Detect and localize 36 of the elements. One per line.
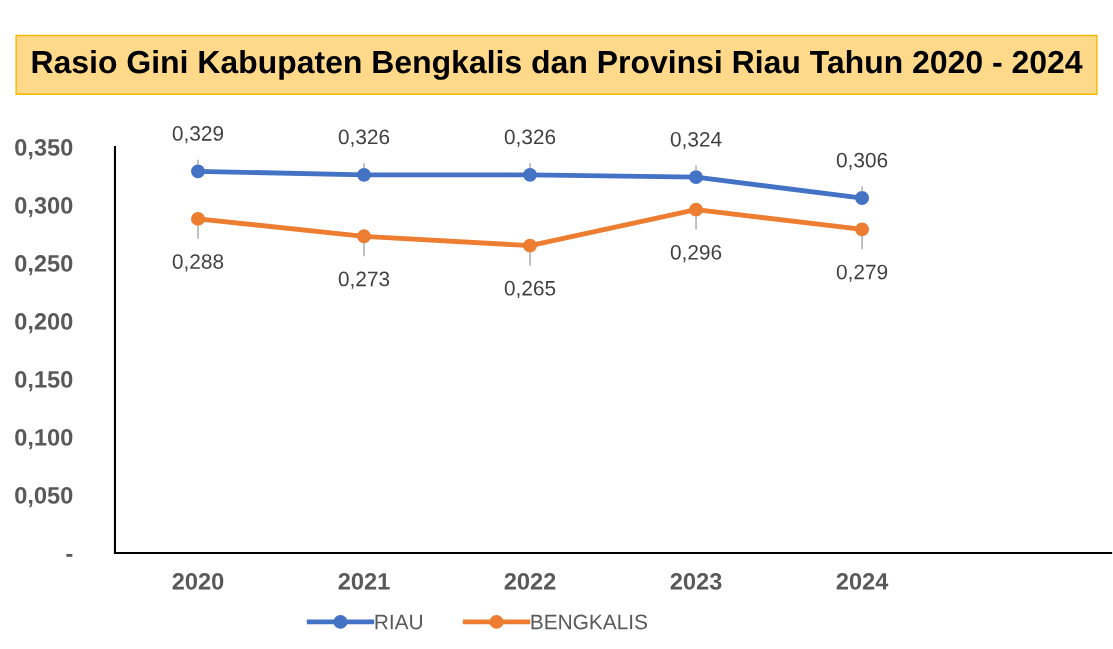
y-tick-label: 0,150 bbox=[15, 371, 73, 392]
data-label: 0,273 bbox=[338, 271, 390, 289]
data-label: 0,306 bbox=[836, 152, 888, 170]
point bbox=[689, 202, 703, 217]
point bbox=[523, 167, 537, 182]
y-tick-label: - bbox=[66, 553, 73, 557]
point bbox=[191, 164, 205, 179]
point bbox=[689, 170, 703, 185]
x-tick-label: 2024 bbox=[836, 573, 889, 590]
y-tick-label: 0,250 bbox=[15, 255, 73, 276]
data-label: 0,279 bbox=[836, 264, 888, 282]
data-label: 0,324 bbox=[670, 131, 722, 150]
data-label: 0,296 bbox=[670, 244, 722, 263]
point bbox=[357, 229, 371, 244]
legend-label: RIAU bbox=[375, 614, 422, 630]
y-tick-label: 0,200 bbox=[15, 313, 73, 334]
data-label: 0,326 bbox=[504, 129, 556, 147]
y-tick-label: 0,050 bbox=[15, 487, 73, 508]
data-label: 0,288 bbox=[172, 254, 224, 272]
data-label: 0,265 bbox=[504, 280, 556, 299]
x-tick-label: 2021 bbox=[338, 573, 390, 590]
point bbox=[191, 211, 205, 226]
point bbox=[855, 222, 870, 237]
x-tick-label: 2022 bbox=[504, 573, 556, 590]
y-tick-label: 0,100 bbox=[15, 429, 73, 450]
y-tick-label: 0,350 bbox=[15, 139, 73, 160]
data-label: 0,329 bbox=[172, 126, 224, 144]
x-tick-label: 2023 bbox=[670, 573, 722, 590]
y-tick-label: 0,300 bbox=[15, 197, 73, 218]
legend-label: BENGKALIS bbox=[531, 614, 647, 630]
x-tick-label: 2020 bbox=[172, 573, 224, 590]
point bbox=[855, 191, 870, 205]
data-label: 0,326 bbox=[338, 129, 390, 147]
point bbox=[523, 238, 537, 253]
chart-title: Rasio Gini Kabupaten Bengkalis dan Provinsi Riau Tahun 2020 - 2024 bbox=[32, 49, 1083, 80]
point bbox=[357, 167, 371, 182]
